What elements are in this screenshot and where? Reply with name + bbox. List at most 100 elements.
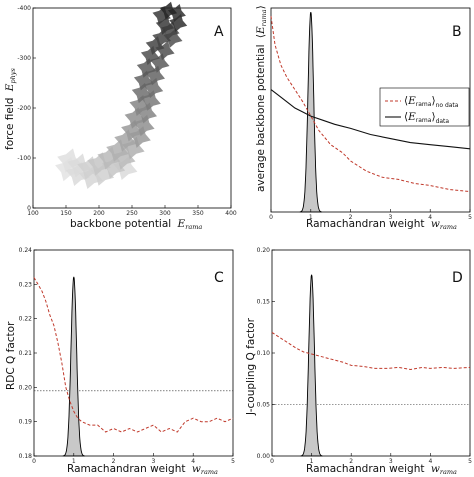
y-tick-label: 0.05 xyxy=(257,402,271,409)
panel-a-x-ticks: 100 150 200 250 300 350 400 xyxy=(27,205,237,217)
x-tick-label: 200 xyxy=(93,210,105,217)
density-mark xyxy=(65,162,90,186)
density-mark xyxy=(133,114,155,137)
density-mark xyxy=(145,65,165,86)
density-mark xyxy=(79,165,103,189)
x-tick-label: 0 xyxy=(269,214,273,221)
panel-d-letter: D xyxy=(452,270,463,286)
panel-a-y-ticks: 0 -100 -200 -300 -400 xyxy=(17,5,36,212)
density-mark xyxy=(169,14,188,32)
x-tick-label: 0 xyxy=(270,458,274,465)
panel-c-letter: C xyxy=(214,270,224,286)
density-mark xyxy=(131,82,152,104)
x-tick-label: 100 xyxy=(27,210,39,217)
x-tick-label: 350 xyxy=(192,210,204,217)
x-tick-label: 5 xyxy=(231,458,235,465)
density-mark xyxy=(160,21,180,40)
panel-c-peak xyxy=(62,276,85,457)
y-tick-label: -200 xyxy=(17,105,31,112)
x-tick-label: 3 xyxy=(151,458,155,465)
y-tick-label: 0.00 xyxy=(257,453,271,460)
y-tick-label: 0.18 xyxy=(19,453,33,460)
density-mark xyxy=(155,16,175,35)
density-mark xyxy=(136,58,157,78)
panel-c-x-ticks: 0 1 2 3 4 5 xyxy=(32,453,235,465)
y-tick-label: 0.15 xyxy=(257,299,271,306)
panel-c: 0 1 2 3 4 5 0.18 0.19 0.20 0.21 0.22 0.23 0.24 C Ra… xyxy=(5,247,235,476)
x-tick-label: 300 xyxy=(159,210,171,217)
y-tick-label: 0.10 xyxy=(257,350,271,357)
panel-b-x-ticks: 0 1 2 3 4 5 xyxy=(269,209,472,221)
panel-c-frame xyxy=(33,249,234,457)
panel-c-y-ticks: 0.18 0.19 0.20 0.21 0.22 0.23 0.24 xyxy=(19,247,37,460)
density-mark xyxy=(106,139,129,162)
x-tick-label: 250 xyxy=(126,210,138,217)
x-tick-label: 2 xyxy=(349,458,353,465)
panel-d-x-label: Ramachandran weight wrama xyxy=(306,463,457,476)
y-tick-label: 0.23 xyxy=(19,281,33,288)
x-tick-label: 150 xyxy=(60,210,72,217)
density-mark xyxy=(113,156,138,180)
panel-d: 0 1 2 3 4 5 0.00 0.05 0.10 0.15 0.20 D Ramachandr… xyxy=(245,247,472,476)
y-tick-label: 0.20 xyxy=(19,384,33,391)
density-mark xyxy=(155,40,175,61)
density-mark xyxy=(112,146,136,170)
panel-b-y-label: average backbone potential ⟨Erama⟩ xyxy=(255,5,268,192)
panel-b-legend: ⟨Erama⟩no data ⟨Erama⟩data xyxy=(379,87,470,127)
panel-b-series-data xyxy=(270,89,471,150)
panel-d-frame xyxy=(271,249,471,457)
panel-d-series xyxy=(271,331,471,371)
density-mark xyxy=(129,95,151,116)
x-tick-label: 4 xyxy=(428,214,432,221)
density-mark xyxy=(152,6,171,25)
panel-b-x-label: Ramachandran weight wrama xyxy=(306,218,457,231)
density-mark xyxy=(145,36,165,55)
panel-b-series-no-data xyxy=(270,16,471,193)
x-tick-label: 3 xyxy=(389,458,393,465)
panel-a: 100 150 200 250 300 350 400 0-100-200-300-400 … xyxy=(4,1,237,231)
y-tick-label: -100 xyxy=(17,155,31,162)
density-mark xyxy=(152,28,172,48)
y-tick-label: 0.21 xyxy=(19,350,33,357)
density-mark xyxy=(133,70,154,91)
density-mark xyxy=(140,90,161,111)
legend-box xyxy=(379,87,470,127)
x-tick-label: 1 xyxy=(309,214,313,221)
density-mark xyxy=(97,146,121,170)
x-tick-label: 0 xyxy=(32,458,36,465)
x-tick-label: 1 xyxy=(310,458,314,465)
density-mark xyxy=(129,126,151,148)
density-mark xyxy=(114,129,137,152)
density-mark xyxy=(90,162,115,186)
panel-b: 0 1 2 3 4 5 B ⟨Erama⟩no data ⟨Erama⟩data Rama… xyxy=(255,5,472,231)
x-tick-label: 4 xyxy=(191,458,195,465)
x-tick-label: 5 xyxy=(468,458,472,465)
density-mark xyxy=(150,53,170,73)
x-tick-label: 2 xyxy=(112,458,116,465)
y-tick-label: 0.22 xyxy=(19,316,33,323)
panel-b-letter: B xyxy=(452,24,462,40)
panel-d-x-ticks: 0 1 2 3 4 5 xyxy=(270,453,472,465)
panel-c-series xyxy=(33,277,234,433)
density-mark xyxy=(121,119,143,142)
y-tick-label: 0 xyxy=(27,205,31,212)
density-mark xyxy=(143,77,164,99)
panel-d-y-label: J-coupling Q factor xyxy=(245,317,257,416)
x-tick-label: 4 xyxy=(428,458,432,465)
density-mark xyxy=(57,148,82,173)
y-tick-label: -400 xyxy=(17,5,31,12)
x-tick-label: 2 xyxy=(349,214,353,221)
x-tick-label: 5 xyxy=(468,214,472,221)
y-tick-label: 0.20 xyxy=(257,247,271,254)
x-tick-label: 1 xyxy=(72,458,76,465)
density-mark xyxy=(159,1,178,20)
y-tick-label: 0.24 xyxy=(19,247,33,254)
panel-b-peak xyxy=(299,11,322,213)
density-mark xyxy=(101,155,126,179)
density-mark xyxy=(77,156,101,180)
density-mark xyxy=(163,28,183,48)
panel-a-letter: A xyxy=(214,24,224,40)
density-mark xyxy=(87,152,111,176)
panel-a-y-label: force field Ephys xyxy=(4,68,17,150)
